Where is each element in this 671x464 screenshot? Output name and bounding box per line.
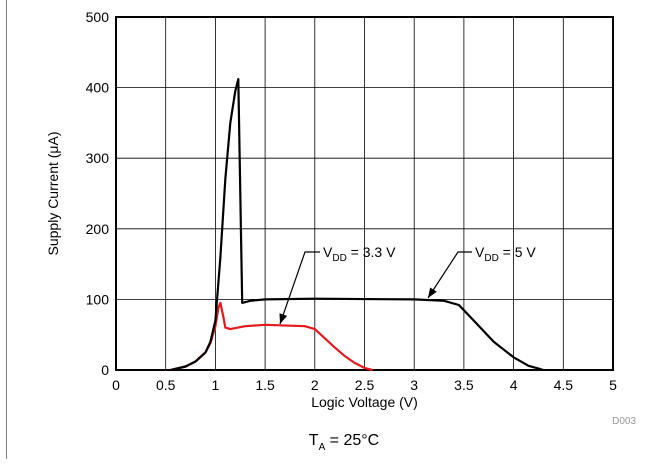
- x-tick-labels: 0 0.5 1 1.5 2 2.5 3 3.5 4 4.5 5: [112, 377, 617, 393]
- test-condition: TA = 25°C: [309, 432, 379, 453]
- series-line-vdd-5v: [170, 77, 544, 372]
- x-tick-label: 5: [609, 377, 617, 393]
- y-tick-label: 500: [86, 9, 110, 25]
- condition-value: = 25°C: [325, 432, 379, 449]
- annotation-leader-vdd-5v: [427, 251, 472, 299]
- annotation-value: = 3.3 V: [347, 244, 396, 260]
- page-margin-rule: [6, 0, 7, 459]
- x-tick-label: 3: [410, 377, 418, 393]
- annotation-arrowhead-vdd-3v3: [279, 313, 288, 324]
- annotation-label-vdd-5v: VDD = 5 V: [475, 244, 536, 264]
- plot-frame: [115, 16, 614, 371]
- annotation-value: = 5 V: [499, 244, 537, 260]
- y-axis-label: Supply Current (μA): [45, 132, 61, 256]
- annotation-arrowhead-vdd-5v: [428, 287, 437, 298]
- x-tick-label: 3.5: [454, 377, 474, 393]
- y-tick-labels: 0 100 200 300 400 500: [86, 9, 110, 378]
- x-tick-label: 4: [510, 377, 518, 393]
- x-tick-label: 2.5: [355, 377, 375, 393]
- annotation-subscript: DD: [484, 253, 498, 264]
- x-axis-label: Logic Voltage (V): [311, 394, 418, 410]
- y-tick-label: 100: [86, 291, 110, 307]
- y-tick-label: 200: [86, 221, 110, 237]
- series-line-vdd-3v3: [170, 301, 373, 372]
- x-tick-label: 4.5: [554, 377, 574, 393]
- y-tick-label: 300: [86, 150, 110, 166]
- annotation-symbol: V: [323, 244, 333, 260]
- annotation-subscript: DD: [332, 253, 346, 264]
- annotation-symbol: V: [475, 244, 485, 260]
- series-layer: [170, 77, 544, 372]
- x-tick-label: 0.5: [156, 377, 176, 393]
- condition-symbol: T: [309, 432, 319, 449]
- y-tick-label: 0: [101, 362, 109, 378]
- x-tick-label: 1.5: [255, 377, 275, 393]
- y-tick-label: 400: [86, 80, 110, 96]
- condition-subscript: A: [319, 442, 326, 453]
- annotation-vdd-3v3: VDD = 3.3 V: [279, 244, 396, 325]
- grid: [115, 16, 614, 371]
- annotation-label-vdd-3v3: VDD = 3.3 V: [323, 244, 396, 264]
- x-tick-label: 1: [212, 377, 220, 393]
- annotation-leader-vdd-3v3: [279, 251, 320, 325]
- figure-id: D003: [612, 416, 636, 427]
- x-tick-label: 2: [311, 377, 319, 393]
- x-tick-label: 0: [112, 377, 120, 393]
- annotation-vdd-5v: VDD = 5 V: [427, 244, 536, 299]
